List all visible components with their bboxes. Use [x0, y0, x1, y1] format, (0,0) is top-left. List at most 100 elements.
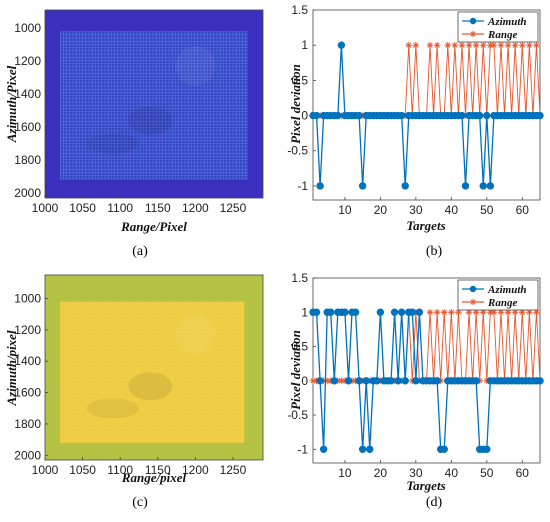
- data-point-range: [487, 41, 494, 49]
- heatmap-feature: [86, 133, 139, 154]
- data-point-range: [497, 41, 505, 49]
- x-tick-label: 40: [445, 466, 459, 480]
- x-tick-label: 20: [374, 466, 388, 480]
- data-point-range: [479, 308, 487, 316]
- data-point-range: [533, 41, 540, 49]
- data-point-azimuth: [376, 308, 385, 316]
- heatmap-feature: [128, 106, 173, 135]
- panel-a: 1000 1050 1100 1150 1200 1250 1000 1200 1400 1600…: [4, 9, 264, 259]
- x-tick-label: 10: [338, 466, 352, 480]
- y-tick-label: 1800: [14, 417, 41, 431]
- y-tick-label: 0: [301, 109, 308, 123]
- data-point-range: [338, 377, 345, 385]
- y-tick-label: 2000: [14, 448, 41, 462]
- x-tick-label: 1000: [32, 463, 59, 477]
- y-tick-label: -1: [297, 179, 308, 193]
- x-axis-label: Range/Pixel: [120, 219, 187, 234]
- y-tick-label: 1600: [14, 386, 41, 400]
- heatmap-grid: [60, 301, 245, 443]
- data-point-azimuth: [397, 111, 406, 120]
- data-point-range: [412, 41, 420, 49]
- y-tick-label: -0.5: [287, 408, 308, 422]
- data-point-azimuth: [408, 308, 417, 316]
- y-tick-label: 1200: [14, 54, 41, 68]
- data-point-range: [323, 377, 331, 385]
- x-tick-label: 1200: [182, 201, 209, 215]
- data-point-azimuth: [536, 377, 544, 385]
- data-point-range: [440, 308, 448, 316]
- data-point-azimuth: [397, 308, 406, 316]
- heatmap-feature: [128, 372, 173, 401]
- panel-c: 1000 1050 1100 1150 1200 1250 1000 1200 1400 1600…: [4, 274, 264, 510]
- legend-label-range: Range: [487, 297, 517, 309]
- data-point-azimuth: [415, 308, 424, 316]
- data-point-azimuth: [412, 377, 420, 385]
- x-axis-label: Targets: [406, 218, 445, 233]
- data-point-azimuth: [312, 111, 321, 120]
- data-point-azimuth: [440, 445, 448, 453]
- x-tick-label: 60: [516, 203, 530, 217]
- y-tick-label: 1400: [14, 354, 41, 368]
- y-axis-label: Pixel deviation: [288, 64, 303, 144]
- y-tick-label: 1000: [14, 292, 41, 306]
- y-axis-label: Pixel deviation: [288, 330, 303, 410]
- data-point-azimuth: [401, 377, 409, 385]
- x-tick-label: 1150: [145, 201, 171, 215]
- y-tick-label: 1800: [14, 153, 41, 167]
- data-point-azimuth: [476, 111, 484, 120]
- y-tick-label: 1: [301, 38, 308, 52]
- data-point-azimuth: [344, 377, 353, 385]
- data-point-range: [405, 41, 413, 49]
- x-tick-label: 10: [338, 203, 352, 217]
- data-point-range: [444, 41, 452, 49]
- data-point-range: [511, 308, 519, 316]
- data-point-azimuth: [351, 308, 360, 316]
- y-tick-label: 2000: [14, 186, 41, 200]
- data-point-azimuth: [479, 182, 487, 190]
- data-point-range: [465, 308, 473, 316]
- data-point-range: [451, 41, 459, 49]
- y-tick-label: 1600: [14, 120, 41, 134]
- y-tick-label: -1: [297, 442, 308, 456]
- data-point-azimuth: [472, 377, 480, 385]
- data-point-range: [479, 41, 487, 49]
- series-azimuth: [309, 41, 544, 190]
- data-point-azimuth: [358, 445, 367, 453]
- data-point-range: [504, 308, 512, 316]
- data-point-azimuth: [330, 377, 338, 385]
- data-point-azimuth: [366, 445, 374, 453]
- plot-frame: [44, 9, 264, 199]
- data-point-azimuth: [358, 182, 367, 190]
- data-point-range: [533, 308, 540, 316]
- data-point-azimuth: [362, 377, 370, 385]
- data-point-range: [455, 308, 462, 316]
- data-point-azimuth: [355, 111, 363, 120]
- x-tick-label: 50: [480, 203, 494, 217]
- data-point-azimuth: [390, 308, 399, 316]
- data-point-azimuth: [486, 182, 495, 190]
- y-tick-label: 1: [301, 305, 308, 319]
- legend-label-azimuth: Azimuth: [487, 16, 527, 28]
- data-point-range: [497, 308, 505, 316]
- data-point-range: [511, 41, 519, 49]
- data-point-range: [487, 308, 494, 316]
- data-point-azimuth: [387, 377, 395, 385]
- x-tick-label: 1100: [107, 463, 133, 477]
- data-point-range: [433, 41, 441, 49]
- data-point-azimuth: [316, 377, 324, 385]
- x-tick-label: 40: [445, 203, 459, 217]
- x-tick-label: 1050: [69, 463, 96, 477]
- data-point-range: [518, 308, 526, 316]
- heatmap-feature: [175, 46, 216, 87]
- y-tick-label: -0.5: [287, 144, 308, 158]
- x-tick-label: 1000: [32, 201, 59, 215]
- data-point-azimuth: [461, 182, 470, 190]
- x-tick-label: 1050: [69, 201, 96, 215]
- x-tick-label: 20: [374, 203, 388, 217]
- y-tick-label: 1400: [14, 87, 41, 101]
- data-point-range: [490, 41, 498, 49]
- heatmap-feature: [86, 398, 139, 419]
- data-point-azimuth: [337, 41, 346, 49]
- y-tick-label: 1.5: [291, 3, 308, 17]
